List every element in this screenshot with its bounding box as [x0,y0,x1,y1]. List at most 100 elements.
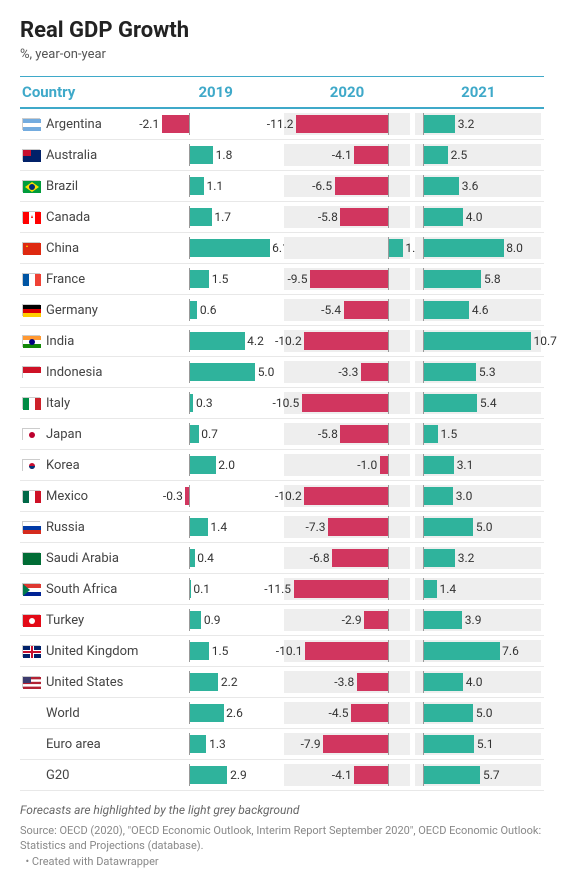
bar [302,394,388,412]
bar-value: 2.9 [230,768,247,782]
table-row: United Kingdom1.5-10.17.6 [20,636,544,667]
bar [423,580,437,598]
flag-icon [22,149,40,161]
table-row: Russia 1.4 -7.3 5.0 [20,512,544,543]
bar-value: 3.6 [462,179,479,193]
country-name: Japan [46,427,82,442]
bar-value: 1.5 [212,272,229,286]
bar [340,425,388,443]
country-cell: United States [20,675,150,690]
bar-value: -7.9 [301,737,321,751]
bar [189,704,223,722]
bar-cell: 1.5 [413,423,544,445]
country-name: Brazil [46,179,78,194]
bar-value: 1.3 [209,737,226,751]
flag-icon [22,180,40,192]
bar-value: -10.1 [276,644,303,658]
bar-value: 1.5 [441,427,458,441]
bar-value: -4.5 [329,706,349,720]
bar-value: 0.1 [193,582,210,596]
flag-icon [22,273,40,285]
bar [388,239,403,257]
bar [423,177,459,195]
bar-value: 1.5 [212,644,229,658]
table-row: France1.5-9.55.8 [20,264,544,295]
flag-icon [22,676,40,688]
bar-cell: 0.1 [150,578,281,600]
bar [423,518,474,536]
country-name: United Kingdom [46,644,138,659]
bar [294,580,388,598]
bar-cell: -3.8 [281,671,412,693]
bar-value: 5.4 [480,396,497,410]
country-name: India [46,334,74,349]
table-row: Italy0.3-10.55.4 [20,388,544,419]
bar-value: 0.6 [200,303,217,317]
bar [189,518,207,536]
flag-icon [22,645,40,657]
flag-icon [22,242,40,254]
bar-cell: 1.8 [150,144,281,166]
country-cell: Euro area [20,737,150,752]
bar [423,456,454,474]
bar-cell: -4.5 [281,702,412,724]
bar [423,487,453,505]
bar [354,146,388,164]
bar-value: 8.0 [506,241,523,255]
country-name: France [46,272,85,287]
bar-cell: 1.4 [150,516,281,538]
bar-value: 5.0 [476,520,493,534]
bar-cell: -2.1 [150,113,281,135]
country-cell: World [20,706,150,721]
bar-cell: -3.3 [281,361,412,383]
bar-cell: -0.3 [150,485,281,507]
country-cell: India [20,334,150,349]
table-row: Argentina-2.1-11.23.2 [20,109,544,140]
country-name: Australia [46,148,97,163]
country-name: Saudi Arabia [46,551,119,566]
bar-cell: 3.0 [413,485,544,507]
country-cell: France [20,272,150,287]
bar-cell: 3.9 [413,609,544,631]
bar [296,115,388,133]
country-name: Indonesia [46,365,102,380]
bar-value: 1.8 [216,148,233,162]
country-cell: Korea [20,458,150,473]
country-name: Argentina [46,117,102,132]
flag-icon [22,583,40,595]
bar [423,301,469,319]
bar-cell: -10.1 [281,640,412,662]
bar-cell: -5.8 [281,206,412,228]
bar-value: 0.7 [201,427,218,441]
bar-value: 1.7 [214,210,231,224]
bar-cell: 2.0 [150,454,281,476]
table-row: China6.11.88.0 [20,233,544,264]
bar [162,115,190,133]
table-row: Euro area1.3-7.95.1 [20,729,544,760]
bar-value: 0.4 [197,551,214,565]
bar [189,611,201,629]
bar-value: 4.0 [466,675,483,689]
bar [189,766,227,784]
table-body: Argentina-2.1-11.23.2Australia1.8-4.12.5… [20,109,544,791]
bar [423,239,504,257]
table-row: United States2.2-3.8 4.0 [20,667,544,698]
bar-value: -2.9 [342,613,362,627]
bar-value: 1.4 [440,582,457,596]
bar-cell: 2.2 [150,671,281,693]
table-row: Canada1.7-5.84.0 [20,202,544,233]
country-name: Russia [46,520,85,535]
bar-cell: 1.5 [150,268,281,290]
bar-cell: -11.5 [281,578,412,600]
country-cell: Mexico [20,489,150,504]
country-cell: Saudi Arabia [20,551,150,566]
country-cell: Germany [20,303,150,318]
bar-cell: -10.5 [281,392,412,414]
bar-value: 5.0 [476,706,493,720]
bar [423,766,481,784]
bar-value: -7.3 [306,520,326,534]
bar-cell: -6.8 [281,547,412,569]
bar-cell: -7.9 [281,733,412,755]
bar-cell: 1.4 [413,578,544,600]
bar-cell: 1.3 [150,733,281,755]
